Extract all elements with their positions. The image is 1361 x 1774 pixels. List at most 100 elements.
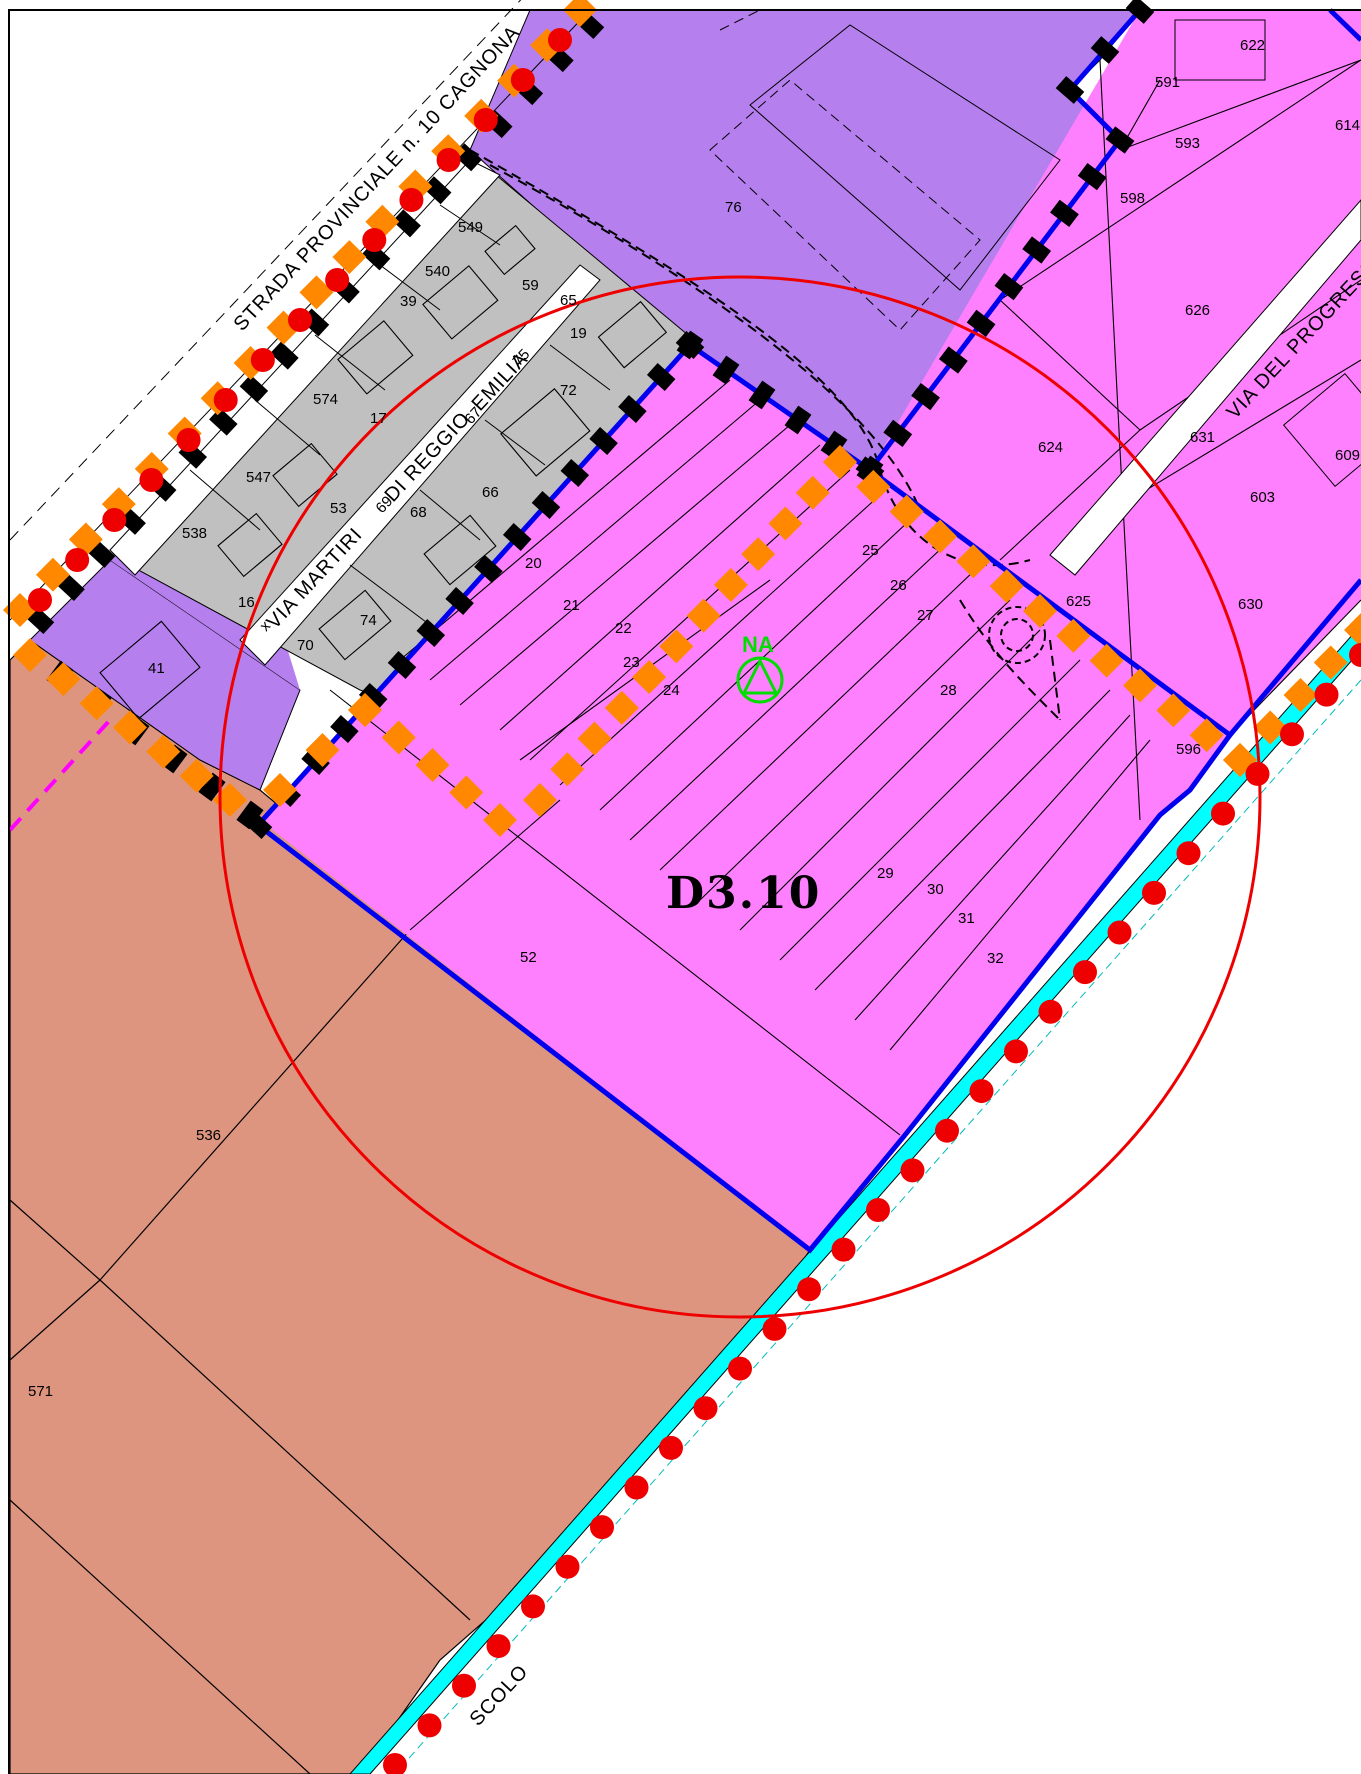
channel-scolo	[349, 624, 1361, 1774]
parcel-label: 624	[1038, 439, 1063, 456]
building-outline-622	[1174, 19, 1266, 81]
parcel-label: 17	[370, 410, 387, 427]
parcel-label: 24	[663, 682, 680, 699]
orange-diamond-marker	[956, 544, 991, 579]
red-dot-marker	[969, 1079, 994, 1104]
orange-diamond-marker	[768, 506, 803, 541]
parcel-label: 591	[1155, 74, 1180, 91]
red-dot-marker	[362, 228, 387, 252]
black-boundary-marker	[784, 405, 812, 435]
orange-diamond-marker	[1023, 594, 1057, 628]
orange-diamond-marker	[483, 803, 517, 837]
red-dot-marker	[624, 1475, 649, 1500]
red-dot-marker	[659, 1435, 683, 1460]
marker-label: NA	[742, 632, 774, 657]
red-dot-marker	[831, 1237, 856, 1262]
red-dot-marker	[1073, 960, 1097, 985]
orange-diamond-marker	[179, 758, 214, 793]
red-dot-marker	[590, 1515, 614, 1540]
black-boundary-marker	[160, 744, 188, 774]
zone-label: D3.10	[666, 868, 821, 919]
orange-diamond-marker	[795, 475, 830, 510]
black-boundary-marker	[1022, 236, 1052, 264]
orange-diamond-marker	[1253, 710, 1288, 745]
red-dot-marker	[935, 1118, 959, 1143]
zone-boundary-top-right	[1328, 8, 1361, 42]
red-dot-marker	[762, 1316, 787, 1341]
orange-diamond-marker	[523, 783, 557, 817]
industrial-parcel-lines	[329, 59, 1361, 1136]
red-dot-marker	[548, 28, 572, 52]
orange-diamond-marker	[348, 693, 382, 727]
orange-diamond-marker	[632, 660, 667, 695]
parcel-label: 70	[297, 637, 314, 654]
buffer-circle	[218, 275, 1262, 1319]
dashed-road-curves	[469, 149, 1061, 721]
red-dot-marker	[65, 548, 90, 572]
parcel-label: 53	[330, 500, 347, 517]
red-dot-marker	[325, 268, 350, 292]
red-dot-marker	[728, 1356, 752, 1381]
black-boundary-marker	[820, 430, 848, 460]
provincial-road-dashed	[9, 0, 522, 541]
black-boundary-marker	[209, 407, 238, 436]
red-dot-marker	[417, 1713, 442, 1738]
parcel-label: 630	[1238, 596, 1263, 613]
red-dot-marker	[1211, 801, 1235, 826]
orange-diamond-marker	[146, 734, 181, 769]
orange-diamond-marker	[1344, 613, 1361, 647]
red-dot-marker	[486, 1634, 511, 1659]
red-dot-marker	[383, 1753, 407, 1774]
red-dot-marker	[452, 1673, 476, 1698]
black-boundary-marker	[198, 772, 226, 802]
black-boundary-marker	[646, 363, 676, 391]
parcel-label: 74	[360, 612, 377, 629]
orange-diamond-marker	[1123, 668, 1157, 703]
red-dot-marker	[797, 1277, 821, 1302]
parcel-label: 32	[987, 950, 1004, 967]
parcel-label: 21	[563, 597, 580, 614]
parcel-label: 19	[570, 325, 587, 342]
orange-diamond-marker	[659, 629, 694, 664]
black-boundary-marker	[676, 330, 704, 360]
orange-diamond-marker	[381, 720, 416, 755]
parcel-label: 23	[623, 654, 640, 671]
parcel-label: 593	[1175, 135, 1200, 152]
orange-diamond-marker	[1283, 678, 1318, 712]
orange-diamond-marker	[856, 469, 891, 504]
black-boundary-marker	[392, 209, 421, 238]
parcel-label: 549	[458, 219, 483, 236]
black-boundary-marker	[1055, 76, 1085, 104]
parcel-label: 59	[522, 277, 539, 294]
black-boundary-marker	[1077, 163, 1107, 191]
orange-diamond-marker	[889, 494, 924, 529]
black-boundary-marker	[531, 491, 561, 519]
red-dot-marker	[1349, 643, 1361, 667]
black-boundary-marker	[270, 341, 299, 370]
black-boundary-marker	[560, 459, 590, 487]
black-boundary-marker	[994, 273, 1024, 301]
service-building-outlines	[709, 9, 1061, 331]
parcel-label: 609	[1335, 447, 1360, 464]
parcel-label: 22	[615, 620, 632, 637]
parcel-label: 20	[525, 555, 542, 572]
parcel-label: 596	[1176, 741, 1201, 758]
parcel-label: 52	[520, 949, 537, 966]
parcel-label: 538	[182, 525, 207, 542]
red-dot-marker	[139, 468, 164, 492]
measurement-point: NA	[736, 632, 784, 704]
parcel-label: 39	[400, 293, 417, 310]
orange-diamond-marker	[823, 445, 857, 479]
black-boundary-marker	[938, 346, 968, 374]
black-boundary-marker	[1105, 126, 1135, 154]
red-dot-marker	[250, 348, 275, 372]
building-outline-609	[1282, 372, 1361, 488]
red-dot-marker	[399, 188, 424, 212]
red-dot-marker	[693, 1396, 718, 1421]
parcel-label: 625	[1066, 593, 1091, 610]
orange-diamond-marker	[989, 569, 1024, 604]
orange-diamond-marker	[305, 733, 340, 767]
parcel-label: 28	[940, 682, 957, 699]
parcel-label: 68	[410, 504, 427, 521]
red-dot-marker	[1280, 722, 1304, 747]
